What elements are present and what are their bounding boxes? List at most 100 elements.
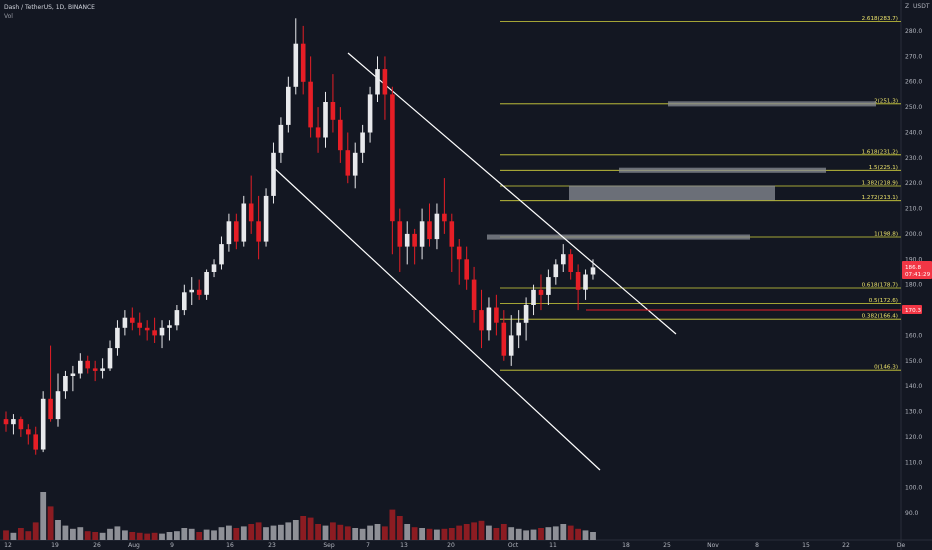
fib-level-label: 2.618(283.7)	[862, 16, 898, 22]
x-tick-label: 23	[268, 542, 276, 549]
descending-channel[interactable]	[271, 52, 901, 471]
candle-body	[241, 203, 247, 242]
y-tick-label: 260.0	[905, 79, 922, 86]
volume-bar	[478, 520, 485, 540]
currency-label: USDT	[913, 3, 930, 10]
y-tick-label: 240.0	[905, 130, 922, 137]
candle-body	[226, 221, 232, 245]
x-tick-label: 12	[4, 542, 12, 549]
candle-body	[196, 289, 202, 295]
volume-bars	[3, 492, 596, 540]
candle-body	[375, 69, 380, 95]
y-tick-label: 160.0	[905, 332, 922, 339]
volume-bar	[337, 524, 344, 540]
x-tick-label: 26	[93, 542, 101, 549]
volume-bar	[500, 524, 507, 540]
volume-bar	[404, 524, 411, 540]
volume-bar	[300, 516, 307, 540]
support-price-tag	[902, 305, 922, 314]
candle-body	[122, 317, 128, 328]
volume-bar	[55, 520, 61, 540]
y-tick-label: 90.0	[905, 510, 919, 517]
symbol-title[interactable]: Dash / TetherUS, 1D, BINANCE	[4, 4, 95, 11]
current-price-value: 186.8	[905, 265, 921, 271]
candle-body	[40, 398, 46, 450]
volume-bar	[538, 528, 544, 540]
volume-bar	[70, 528, 76, 540]
volume-bar	[114, 526, 121, 540]
price-candles	[3, 18, 596, 455]
volume-bar	[240, 526, 247, 540]
candle-body	[561, 254, 566, 265]
x-axis-panel	[0, 540, 932, 550]
volume-bar	[218, 527, 225, 540]
volume-bar	[456, 525, 463, 540]
candle-body	[486, 307, 492, 331]
x-axis-ticks: 12 19 26 Aug 9 16 23 Sep 7 13 20 Oct 11 18 25 Nov 8 15 22 D…	[4, 542, 905, 549]
price-tags: 186.8 07:41:29 170.3	[902, 261, 932, 314]
candle-body	[390, 94, 395, 222]
target-box[interactable]	[619, 167, 826, 173]
volume-bar	[508, 527, 515, 540]
candle-body	[159, 327, 165, 336]
x-tick-label: 9	[170, 542, 174, 549]
target-box[interactable]	[668, 101, 876, 107]
y-tick-label: 270.0	[905, 53, 922, 60]
volume-bar	[248, 524, 255, 540]
fib-level-label: 2(251.3)	[874, 98, 898, 104]
candle-body	[479, 310, 484, 331]
x-tick-label: 16	[226, 542, 234, 549]
fib-level-label: 0.618(178.7)	[862, 283, 898, 289]
volume-bar	[25, 531, 32, 540]
fib-level-label: 0(146.3)	[874, 365, 898, 371]
volume-bar	[270, 525, 277, 540]
volume-bar	[285, 522, 292, 540]
candle-body	[449, 221, 455, 247]
volume-bar	[359, 528, 366, 540]
target-box[interactable]	[569, 185, 775, 201]
volume-bar	[174, 531, 180, 540]
volume-bar	[448, 528, 455, 540]
candle-body	[219, 244, 224, 265]
volume-bar	[389, 509, 396, 540]
candle-body	[508, 335, 514, 356]
candle-body	[55, 391, 61, 420]
candle-body	[397, 221, 403, 247]
volume-bar	[367, 525, 373, 540]
candle-body	[456, 246, 462, 260]
volume-bar	[411, 527, 418, 540]
y-tick-label: 150.0	[905, 358, 922, 365]
volume-bar	[144, 533, 151, 540]
volume-bar	[62, 525, 69, 540]
volume-indicator-label[interactable]: Vol	[4, 13, 13, 20]
candle-body	[11, 419, 16, 425]
bar-countdown: 07:41:29	[905, 272, 931, 278]
candle-body	[144, 327, 150, 331]
volume-bar	[151, 532, 158, 540]
x-tick-label: 20	[447, 542, 455, 549]
candle-body	[412, 233, 417, 247]
target-box[interactable]	[487, 234, 750, 240]
volume-bar	[426, 528, 433, 540]
candle-body	[278, 124, 284, 153]
volume-bar	[3, 530, 9, 540]
candle-body	[70, 373, 76, 376]
channel-upper-line[interactable]	[347, 52, 677, 335]
support-price-value: 170.3	[905, 308, 921, 314]
target-boxes[interactable]	[487, 101, 876, 240]
candle-body	[182, 292, 187, 311]
volume-bar	[523, 530, 529, 540]
candle-body	[167, 325, 172, 328]
candle-body	[115, 327, 120, 349]
candle-body	[18, 419, 24, 430]
candle-body	[293, 43, 299, 87]
x-tick-label: 13	[400, 542, 408, 549]
volume-bar	[129, 532, 136, 540]
fib-level-label: 1.272(213.1)	[862, 195, 898, 201]
chart-legend: Dash / TetherUS, 1D, BINANCE Vol	[4, 3, 95, 21]
candle-body	[531, 289, 536, 305]
channel-lower-line[interactable]	[271, 165, 601, 471]
volume-bar	[159, 533, 165, 540]
volume-bar	[92, 532, 99, 540]
